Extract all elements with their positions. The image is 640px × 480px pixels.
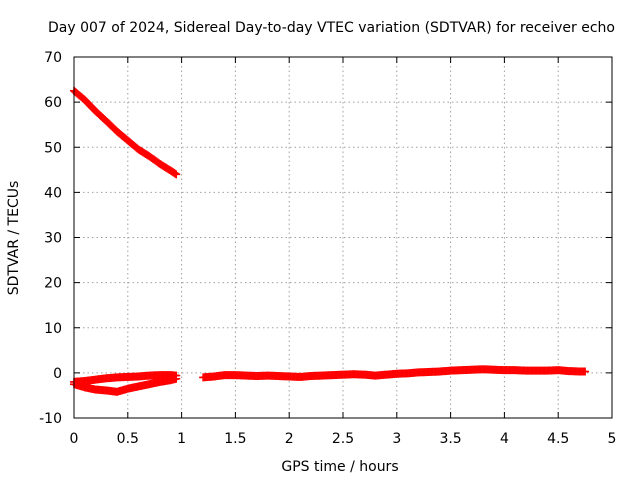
y-tick-label: 70 <box>44 50 62 66</box>
x-tick-label: 2.5 <box>332 431 354 447</box>
y-axis-label: SDTVAR / TECUs <box>6 181 22 296</box>
x-tick-label: 0 <box>70 431 79 447</box>
data-point <box>172 374 181 383</box>
data-series <box>199 365 590 382</box>
axis-ticks: 0 0.5 1 1.5 2 2.5 3 3.5 4 4.5 5 -10 0 10 20 30 40 50 60 70 <box>39 50 616 447</box>
x-tick-label: 3.5 <box>439 431 461 447</box>
data-series <box>70 374 181 396</box>
x-tick-label: 5 <box>608 431 617 447</box>
y-tick-label: 60 <box>44 95 62 111</box>
y-tick-label: 0 <box>53 366 62 382</box>
data-point <box>172 170 181 179</box>
x-tick-label: 1 <box>177 431 186 447</box>
y-tick-label: 30 <box>44 231 62 247</box>
x-tick-label: 2 <box>285 431 294 447</box>
y-tick-label: 40 <box>44 185 62 201</box>
chart-title: Day 007 of 2024, Sidereal Day-to-day VTE… <box>48 20 615 36</box>
x-axis-label: GPS time / hours <box>281 459 398 475</box>
x-tick-label: 4 <box>500 431 509 447</box>
x-tick-label: 1.5 <box>224 431 246 447</box>
y-tick-label: 20 <box>44 276 62 292</box>
x-tick-label: 0.5 <box>117 431 139 447</box>
x-tick-label: 4.5 <box>547 431 569 447</box>
data-points <box>70 86 590 396</box>
y-tick-label: -10 <box>39 411 62 427</box>
data-series <box>70 86 181 179</box>
data-point <box>581 367 590 376</box>
x-tick-label: 3 <box>392 431 401 447</box>
y-tick-label: 50 <box>44 140 62 156</box>
y-tick-label: 10 <box>44 321 62 337</box>
grid-lines <box>74 57 612 418</box>
